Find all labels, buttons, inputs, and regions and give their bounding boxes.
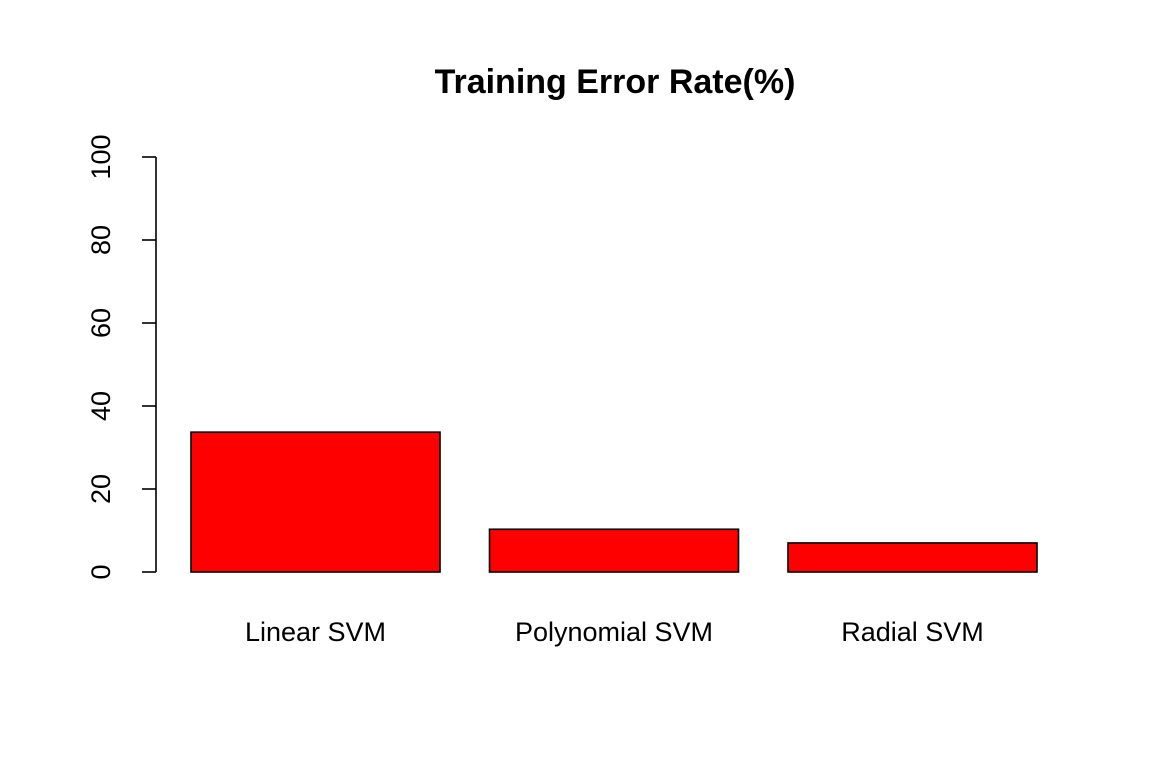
category-label: Polynomial SVM (515, 617, 713, 647)
y-tick-label: 40 (86, 391, 116, 421)
bar (190, 431, 441, 573)
y-tick-label: 60 (86, 308, 116, 338)
category-labels: Linear SVM Polynomial SVM Radial SVM (245, 617, 984, 647)
bar (787, 542, 1038, 573)
y-tick-label: 80 (86, 225, 116, 255)
y-tick-label: 0 (86, 564, 116, 579)
y-tick-label: 20 (86, 474, 116, 504)
chart-title: Training Error Rate(%) (435, 63, 796, 101)
category-label: Radial SVM (841, 617, 984, 647)
y-tick-label: 100 (86, 134, 116, 179)
category-label: Linear SVM (245, 617, 386, 647)
bars (190, 431, 1038, 573)
y-axis: 0 20 40 60 80 100 (86, 134, 157, 580)
bar (488, 528, 740, 573)
